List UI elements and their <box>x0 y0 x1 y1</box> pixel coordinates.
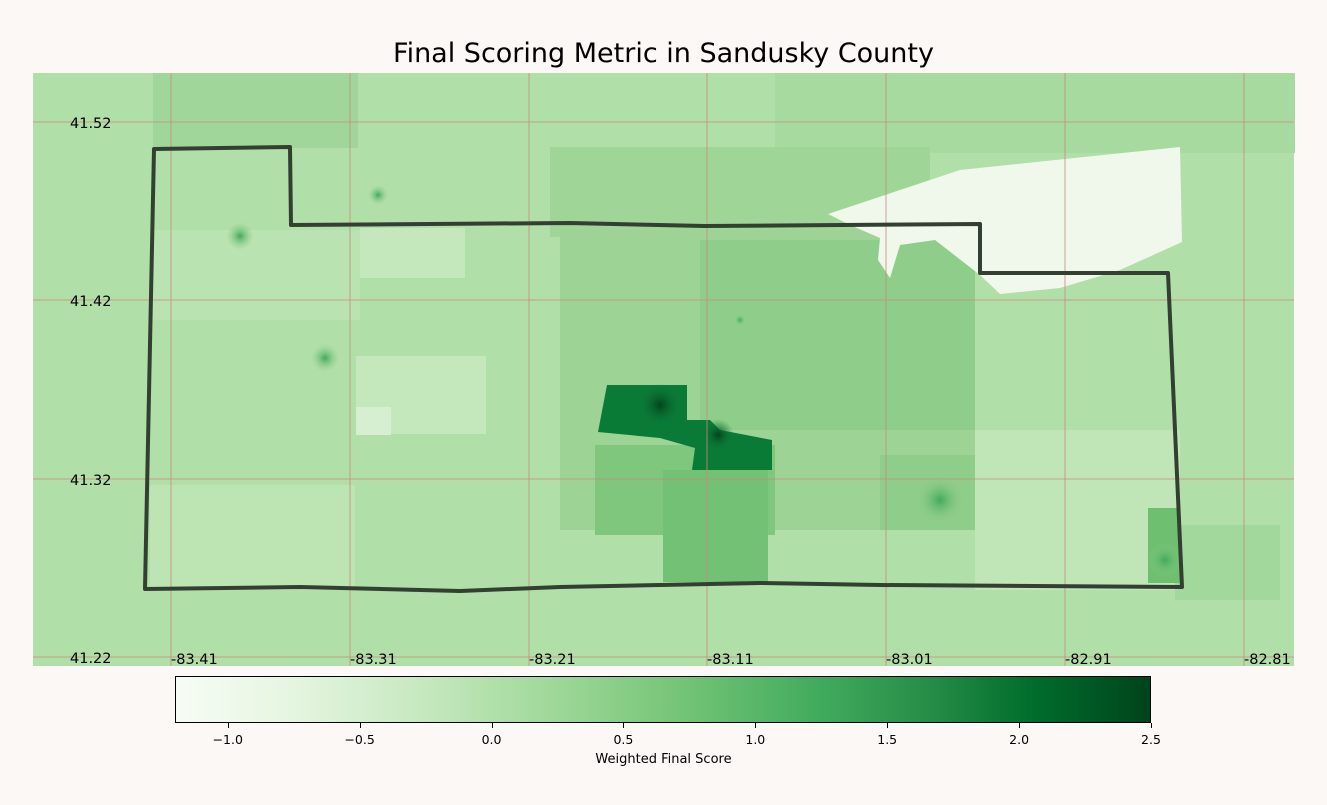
colorbar-label: Weighted Final Score <box>595 752 732 767</box>
colorbar-tick-label: −1.0 <box>212 732 243 747</box>
colorbar-tick-label: −0.5 <box>344 732 375 747</box>
colorbar-tick-label: 0.5 <box>613 732 634 747</box>
region-tile <box>150 230 360 320</box>
hotspot <box>368 185 388 205</box>
peak-score <box>638 383 682 427</box>
colorbar <box>175 676 1151 723</box>
lon-tick-label: -82.91 <box>1065 652 1112 668</box>
region-tile <box>663 470 768 582</box>
colorbar-tick-label: 2.5 <box>1141 732 1161 747</box>
chart-title: Final Scoring Metric in Sandusky County <box>393 38 934 69</box>
colorbar-tick-mark <box>755 723 757 728</box>
region-tile <box>775 73 1295 153</box>
colorbar-tick-mark <box>1151 723 1152 728</box>
colorbar-tick-label: 2.0 <box>1009 732 1030 747</box>
hotspot <box>1147 542 1183 578</box>
region-tile <box>700 240 975 430</box>
colorbar-tick-label: 0.0 <box>481 732 502 747</box>
lon-tick-label: -82.81 <box>1244 652 1291 668</box>
lat-tick-label: 41.22 <box>70 651 112 667</box>
region-tile <box>1175 525 1280 600</box>
colorbar-tick-label: 1.0 <box>745 732 766 747</box>
lat-tick-label: 41.32 <box>70 473 112 489</box>
colorbar-tick-mark <box>359 723 361 728</box>
colorbar-tick-mark <box>227 723 229 728</box>
hotspot <box>311 344 339 372</box>
colorbar-tick-mark <box>491 723 493 728</box>
colorbar-tick-mark <box>623 723 625 728</box>
lon-tick-label: -83.01 <box>886 652 933 668</box>
colorbar-tick-mark <box>887 723 889 728</box>
region-tile <box>153 73 358 148</box>
colorbar-tick-label: 1.5 <box>877 732 898 747</box>
hotspot <box>734 314 746 326</box>
county-border <box>143 145 1184 593</box>
hotspot <box>916 476 964 524</box>
hotspot <box>226 222 254 250</box>
lat-tick-label: 41.52 <box>70 116 112 132</box>
region-tile <box>150 485 355 590</box>
region-tile <box>975 430 1180 590</box>
peak-score <box>702 419 734 451</box>
region-tile <box>360 228 465 278</box>
lon-tick-label: -83.31 <box>350 652 397 668</box>
lon-tick-label: -83.11 <box>707 652 754 668</box>
region-tile <box>356 407 391 435</box>
lon-tick-label: -83.41 <box>171 652 218 668</box>
lon-tick-label: -83.21 <box>529 652 576 668</box>
colorbar-tick-mark <box>1019 723 1021 728</box>
sandusky-bay-area <box>828 147 1182 294</box>
lat-tick-label: 41.42 <box>70 294 112 310</box>
graticule <box>33 73 1294 666</box>
